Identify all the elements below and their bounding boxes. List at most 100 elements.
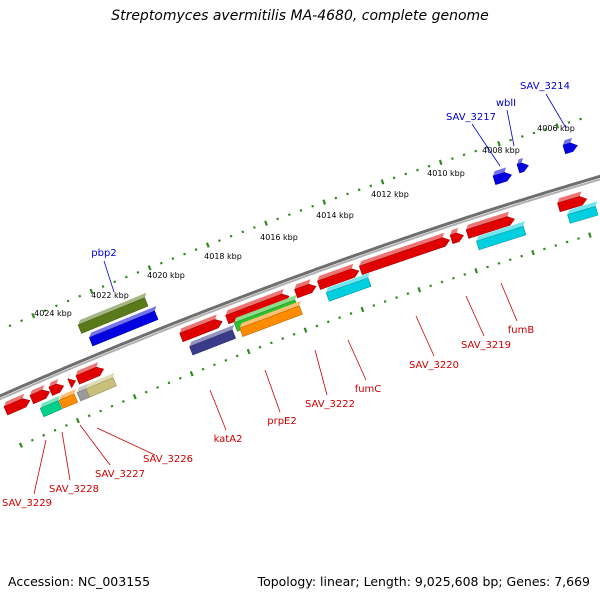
- gene-fumB-b: [567, 201, 598, 215]
- kbp-label: 4020 kbp: [147, 271, 185, 280]
- scale-tick: [229, 234, 233, 238]
- leader-line: [96, 427, 156, 456]
- scale-tick: [144, 390, 148, 394]
- kbp-label: 4012 kbp: [371, 190, 409, 199]
- scale-tick: [474, 149, 478, 153]
- scale-tick: [497, 141, 501, 147]
- accession-text: Accession: NC_003155: [8, 574, 151, 589]
- gene-fumC-b: [326, 272, 370, 293]
- leader-line: [347, 339, 367, 381]
- gene-pbp2-b: [89, 306, 157, 338]
- scale-tick: [224, 358, 228, 362]
- gene-label-wblI: wblI: [496, 98, 516, 109]
- gene-SAV_3214: [492, 172, 512, 185]
- gene-small: [67, 374, 71, 380]
- gene-SAV_3219: [465, 216, 515, 239]
- scale-tick: [30, 438, 34, 442]
- gene-katA2: [179, 319, 223, 343]
- scale-tick: [167, 381, 171, 385]
- scale-tick: [462, 153, 466, 157]
- scale-tick: [303, 327, 308, 333]
- scale-tick: [101, 285, 105, 288]
- gene-label-fumB: fumB: [508, 325, 535, 336]
- scale-tick: [75, 417, 80, 424]
- gene-label-fumC: fumC: [355, 384, 382, 395]
- gene-label-prpE2: prpE2: [267, 416, 297, 427]
- gene-SAV_3229-b: [40, 395, 60, 409]
- gene-label-SAV_3228: SAV_3228: [49, 484, 99, 495]
- scale-tick: [43, 309, 47, 313]
- scale-tick: [218, 239, 221, 243]
- gene-fumB: [557, 196, 588, 213]
- scale-tick: [8, 324, 12, 328]
- scale-tick: [20, 319, 24, 323]
- scale-tick: [299, 209, 303, 212]
- scale-tick: [252, 226, 256, 229]
- scale-tick: [65, 423, 68, 427]
- gene-SAV_3226-b: [85, 377, 117, 398]
- gene-katA2: [179, 314, 217, 334]
- scale-tick: [178, 376, 182, 380]
- leader-line: [471, 123, 501, 167]
- gene-label-SAV_3217: SAV_3217: [446, 112, 496, 123]
- summary-text: Topology: linear; Length: 9,025,608 bp; …: [257, 574, 590, 589]
- scale-tick: [417, 287, 422, 293]
- scale-tick: [520, 135, 524, 138]
- kbp-label: 4022 kbp: [91, 291, 129, 300]
- leader-line: [500, 282, 518, 322]
- gene-label-katA2: katA2: [214, 434, 243, 445]
- scale-tick: [588, 232, 592, 238]
- kbp-label: 4024 kbp: [34, 309, 72, 318]
- kbp-label: 4018 kbp: [204, 252, 242, 261]
- scale-tick: [383, 300, 387, 303]
- gene-label-SAV_3226: SAV_3226: [143, 454, 193, 465]
- scale-tick: [567, 121, 571, 124]
- genome-backbone-highlight: [0, 178, 600, 401]
- scale-tick: [136, 271, 140, 274]
- scale-tick: [276, 217, 280, 221]
- scale-tick: [509, 138, 513, 142]
- gene-pbp2: [78, 292, 147, 325]
- scale-tick: [66, 299, 70, 303]
- scale-tick: [18, 442, 23, 448]
- gene-fumB: [557, 191, 582, 204]
- gene-SAV_3222: [294, 279, 311, 290]
- gene-SAV_3226: [75, 366, 105, 385]
- kbp-label: 4014 kbp: [316, 211, 354, 220]
- scale-tick: [357, 188, 361, 192]
- gene-small-2: [450, 228, 459, 236]
- scale-tick: [508, 258, 512, 262]
- scale-tick: [156, 386, 159, 389]
- gene-label-SAV_3220: SAV_3220: [409, 360, 459, 371]
- gene-SAV_3228-b: [59, 388, 76, 401]
- gene-label-SAV_3214: SAV_3214: [520, 81, 570, 92]
- gene-SAV_3227: [48, 383, 65, 396]
- leader-line: [415, 315, 435, 357]
- scale-tick: [474, 268, 478, 274]
- scale-tick: [565, 240, 569, 244]
- gene-SAV_3217: [563, 137, 573, 146]
- gene-small-2: [449, 232, 464, 244]
- scale-tick: [78, 294, 82, 298]
- scale-tick: [395, 296, 398, 299]
- scale-tick: [315, 324, 319, 328]
- scale-tick: [171, 257, 175, 261]
- scale-tick: [450, 157, 454, 160]
- scale-tick: [555, 123, 560, 129]
- scale-tick: [55, 304, 58, 308]
- kbp-label: 4010 kbp: [427, 169, 465, 178]
- scale-tick: [544, 128, 547, 131]
- scale-tick: [406, 292, 410, 296]
- scale-tick: [440, 280, 444, 284]
- scale-tick: [246, 348, 251, 355]
- scale-tick: [543, 247, 546, 251]
- leader-line: [33, 439, 47, 495]
- leader-line: [264, 369, 281, 413]
- scale-tick: [452, 276, 455, 280]
- gene-SAV_3227-b: [77, 383, 88, 393]
- scale-tick: [486, 265, 489, 269]
- gene-SAV_3227: [48, 379, 59, 388]
- scale-tick: [147, 265, 152, 271]
- scale-tick: [360, 306, 365, 313]
